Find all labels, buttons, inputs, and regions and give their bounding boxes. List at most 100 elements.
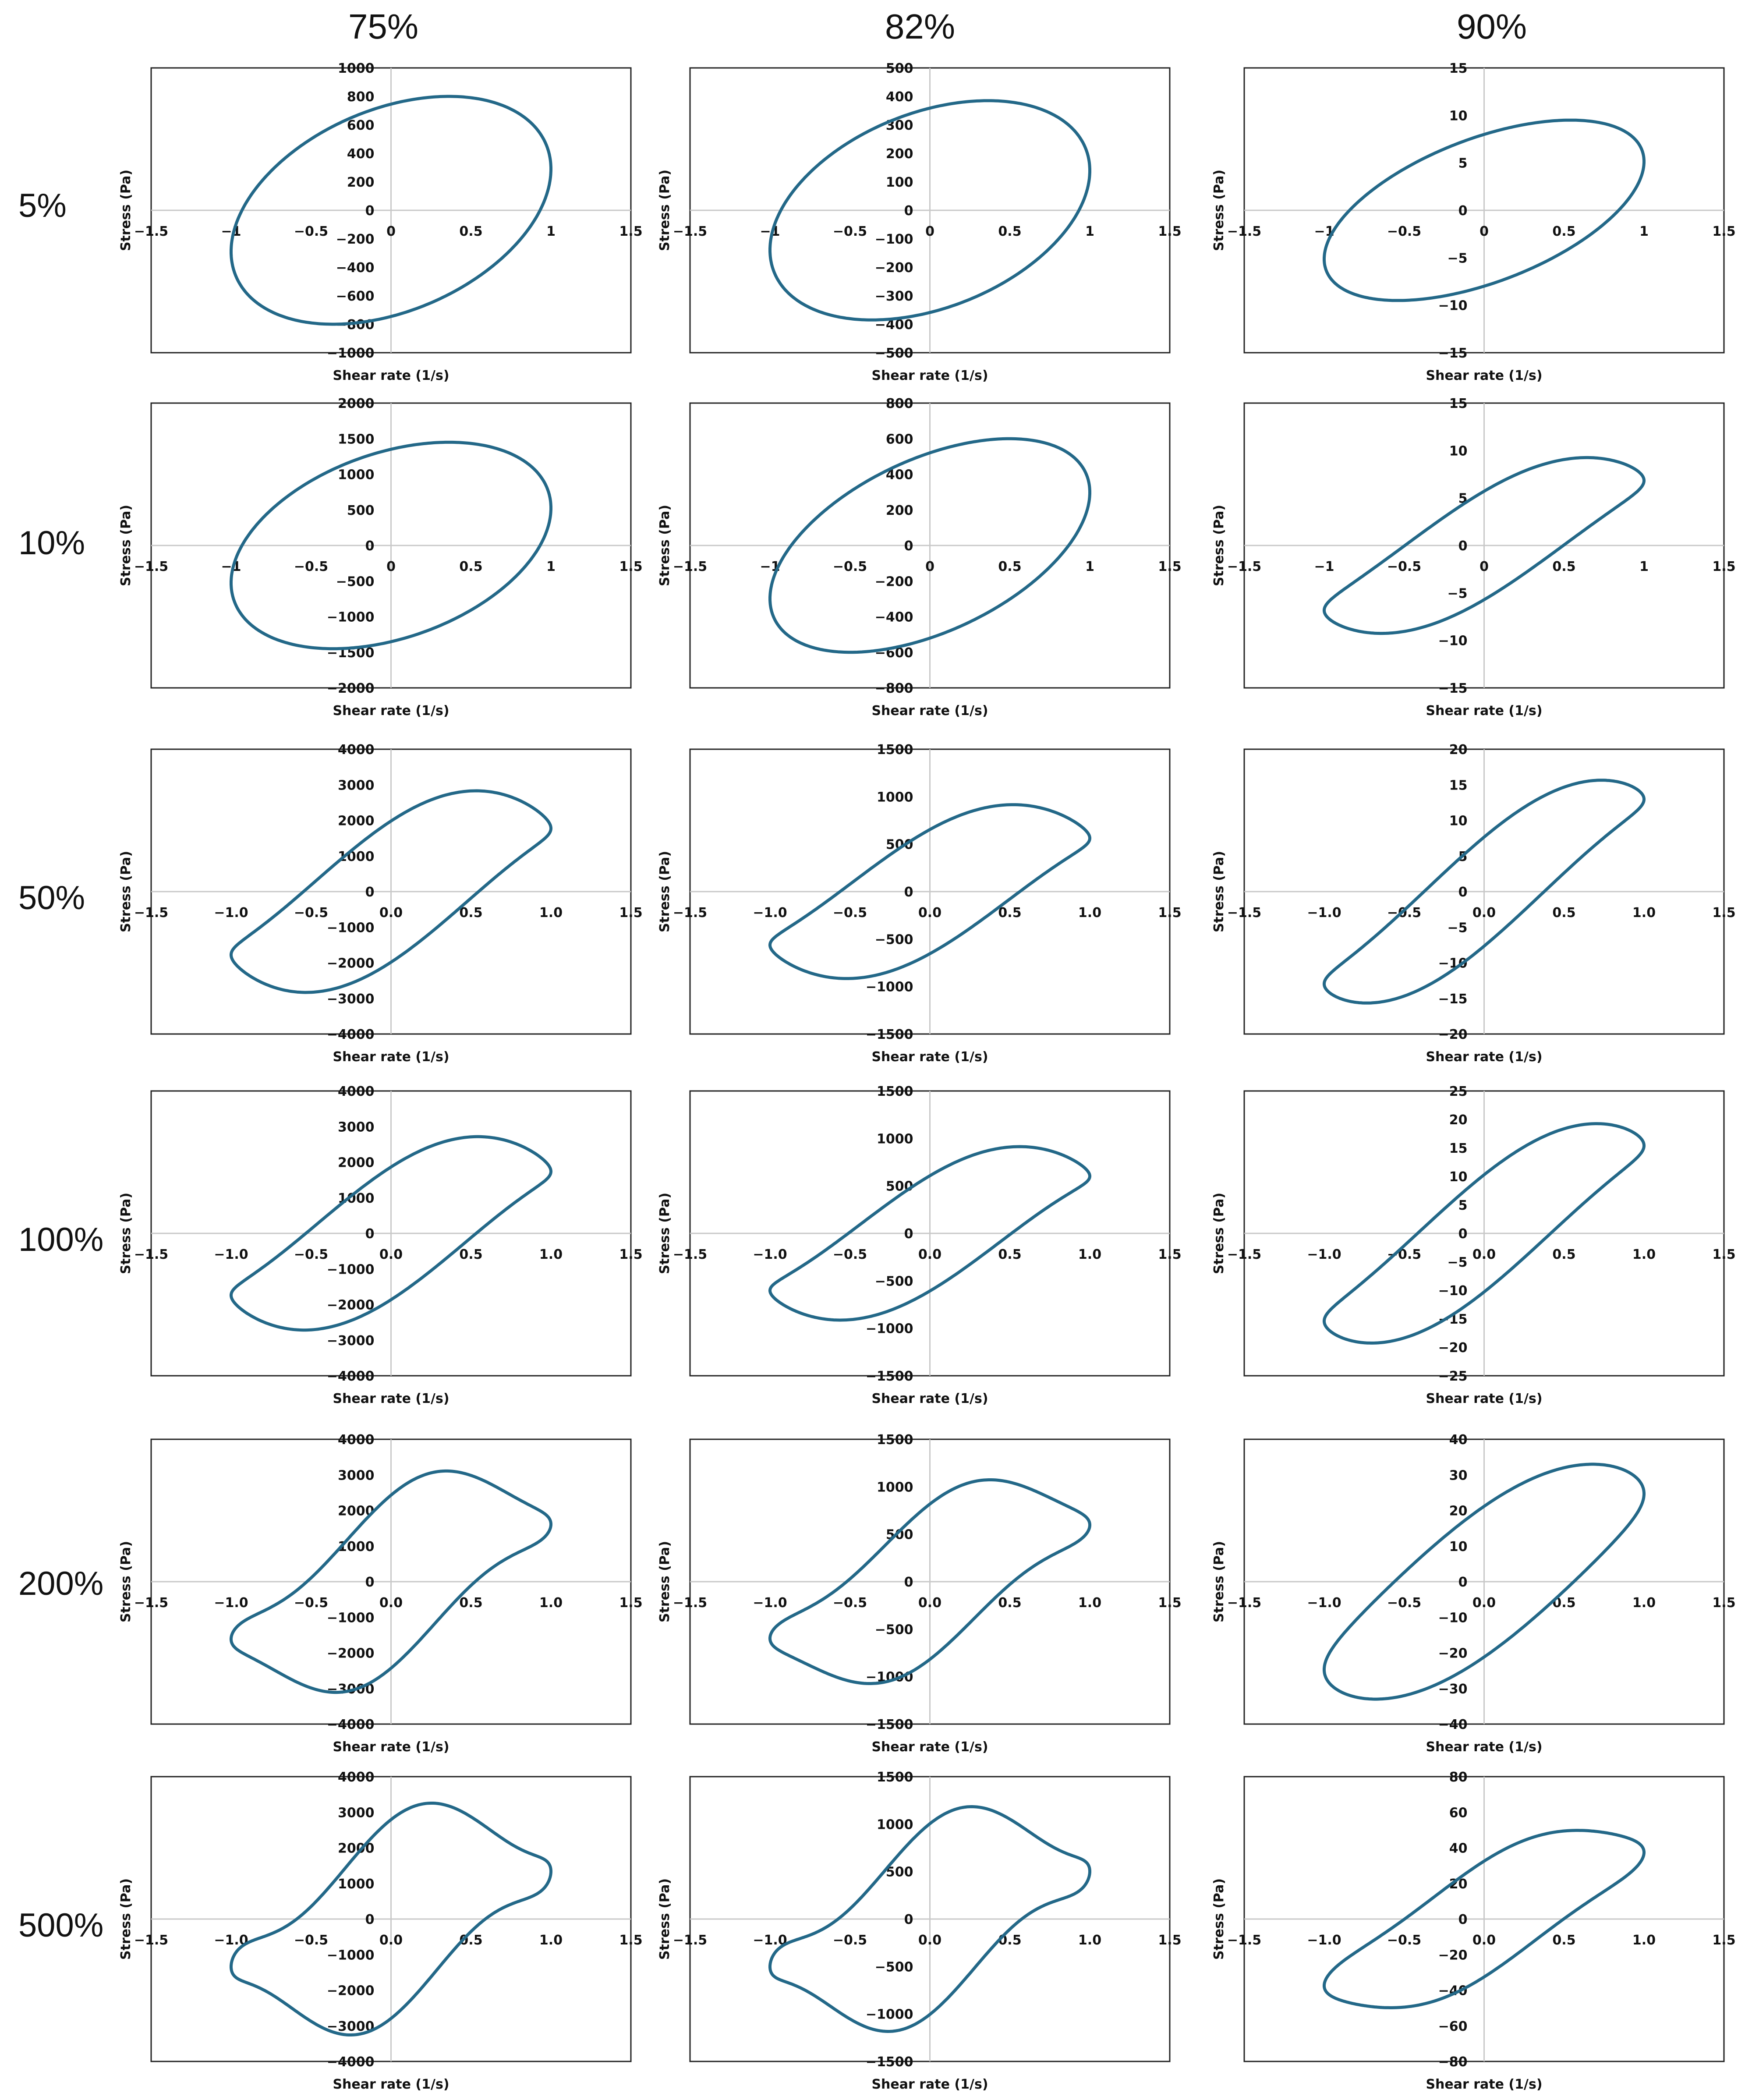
y-tick-label: 1500 — [338, 432, 375, 447]
x-tick-label: −1.5 — [673, 559, 707, 574]
y-tick-label: −5 — [1447, 586, 1467, 601]
y-tick-label: 0 — [365, 1912, 375, 1927]
y-tick-label: −500 — [875, 1959, 913, 1975]
x-tick-label: 0 — [925, 559, 934, 574]
y-tick-label: −1500 — [866, 1027, 913, 1042]
x-tick-label: 1 — [1085, 559, 1094, 574]
x-tick-label: −1.0 — [214, 1247, 248, 1262]
y-tick-label: 1500 — [877, 1084, 913, 1099]
y-tick-label: 2000 — [338, 1155, 375, 1171]
y-tick-label: −10 — [1438, 1283, 1468, 1299]
y-tick-label: 0 — [1458, 885, 1468, 900]
y-tick-label: 4000 — [338, 1084, 375, 1099]
y-tick-label: −5 — [1447, 920, 1467, 935]
x-tick-label: −0.5 — [294, 224, 328, 239]
y-tick-label: 10 — [1449, 1539, 1468, 1555]
y-tick-label: −1000 — [327, 610, 375, 625]
x-tick-label: 1.5 — [619, 1933, 642, 1948]
x-tick-label: 0.5 — [998, 1595, 1021, 1611]
x-axis-title: Shear rate (1/s) — [871, 1049, 988, 1065]
y-tick-label: −4000 — [327, 2054, 375, 2070]
x-tick-label: 1 — [1085, 224, 1094, 239]
y-tick-label: 0 — [365, 1575, 375, 1590]
stress-loop-line — [230, 440, 552, 651]
column-header: 90% — [1457, 7, 1527, 46]
y-tick-label: 4000 — [338, 1770, 375, 1785]
chart-panel: −1.5 −1.0 −0.5 0.0 0.5 1.0 1.54000300020001000… — [118, 742, 643, 1065]
x-tick-label: −0.5 — [294, 1247, 328, 1262]
y-tick-label: 1000 — [338, 467, 375, 483]
x-tick-label: −0.5 — [1387, 559, 1421, 574]
stress-loop-line — [1323, 118, 1646, 302]
y-tick-label: −5 — [1447, 251, 1467, 266]
y-tick-label: 30 — [1449, 1468, 1468, 1483]
x-tick-label: 0.0 — [379, 905, 403, 921]
x-tick-label: 1.5 — [1712, 1933, 1735, 1948]
x-tick-label: 0.0 — [918, 1247, 941, 1262]
row-header: 500% — [18, 1907, 103, 1944]
y-tick-label: 10 — [1449, 108, 1468, 124]
chart-panel: −1.5 −1.0 −0.5 0.0 0.5 1.0 1.5806040200−20−40−… — [1211, 1770, 1736, 2092]
y-axis-title: Stress (Pa) — [118, 170, 134, 251]
x-tick-label: −1.5 — [134, 905, 168, 921]
y-tick-label: 1500 — [877, 1770, 913, 1785]
y-tick-label: 1000 — [877, 790, 913, 805]
y-tick-label: 0 — [904, 1575, 913, 1590]
y-tick-label: 400 — [347, 146, 375, 162]
x-tick-label: 1.0 — [1078, 1247, 1101, 1262]
x-tick-label: −1.5 — [1227, 224, 1261, 239]
x-tick-label: 0.5 — [1552, 559, 1575, 574]
x-tick-label: 1.5 — [1158, 559, 1181, 574]
y-tick-label: 15 — [1449, 61, 1468, 76]
y-tick-label: 4000 — [338, 742, 375, 758]
y-axis-title: Stress (Pa) — [118, 1541, 134, 1622]
y-tick-label: −1000 — [327, 346, 375, 361]
y-axis-title: Stress (Pa) — [657, 505, 672, 586]
y-tick-label: 500 — [347, 503, 375, 518]
y-axis-title: Stress (Pa) — [657, 851, 672, 932]
stress-loop-line — [768, 1805, 1091, 2033]
stress-loop-line — [230, 789, 552, 994]
y-tick-label: −2000 — [327, 1298, 375, 1313]
y-tick-label: −500 — [875, 1622, 913, 1637]
x-tick-label: −1.0 — [1307, 1933, 1341, 1948]
x-tick-label: 1.5 — [1712, 1247, 1735, 1262]
y-tick-label: 0 — [1458, 1575, 1468, 1590]
y-tick-label: 40 — [1449, 1841, 1468, 1856]
stress-loop-line — [230, 1802, 552, 2036]
y-tick-label: −1000 — [866, 980, 913, 995]
x-tick-label: −1.0 — [214, 905, 248, 921]
y-tick-label: 800 — [347, 89, 375, 105]
y-tick-label: 80 — [1449, 1770, 1468, 1785]
y-tick-label: 20 — [1449, 1112, 1468, 1128]
row-header: 50% — [18, 879, 85, 917]
x-tick-label: 1.0 — [1632, 1247, 1656, 1262]
x-axis-title: Shear rate (1/s) — [1426, 1739, 1542, 1755]
chart-panel: −1.5 −1.0 −0.5 0.0 0.5 1.0 1.54000300020001000… — [118, 1770, 643, 2092]
chart-panel: −1.5 −1.0 −0.5 0.0 0.5 1.0 1.5150010005000−500… — [657, 742, 1182, 1065]
x-axis-title: Shear rate (1/s) — [333, 1391, 449, 1406]
x-tick-label: 1.0 — [539, 1595, 563, 1611]
x-tick-label: 1.5 — [1712, 559, 1735, 574]
y-tick-label: −4000 — [327, 1717, 375, 1732]
x-tick-label: 1.5 — [1158, 1595, 1181, 1611]
y-tick-label: 600 — [886, 432, 913, 447]
x-tick-label: −0.5 — [1387, 1595, 1421, 1611]
x-tick-label: 0.0 — [918, 905, 941, 921]
y-tick-label: −2000 — [327, 1983, 375, 1999]
chart-panel: −1.5 −1.0 −0.5 0.0 0.5 1.0 1.5150010005000−500… — [657, 1432, 1182, 1755]
row-header: 100% — [18, 1221, 103, 1258]
y-tick-label: 40 — [1449, 1432, 1468, 1448]
y-tick-label: 800 — [886, 396, 913, 411]
x-axis-title: Shear rate (1/s) — [1426, 703, 1542, 719]
x-axis-title: Shear rate (1/s) — [1426, 368, 1542, 383]
y-axis-title: Stress (Pa) — [118, 851, 134, 932]
chart-panel: −1.5 −1.0 −0.5 0.0 0.5 1.0 1.54000300020001000… — [118, 1084, 643, 1406]
y-tick-label: −60 — [1438, 2019, 1468, 2034]
y-axis-title: Stress (Pa) — [657, 1193, 672, 1274]
chart-panel: −1.5 −1.0 −0.5 0.0 0.5 1.0 1.5150010005000−500… — [657, 1770, 1182, 2092]
y-tick-label: 1000 — [877, 1131, 913, 1147]
x-tick-label: −0.5 — [294, 1595, 328, 1611]
x-axis-title: Shear rate (1/s) — [333, 703, 449, 719]
